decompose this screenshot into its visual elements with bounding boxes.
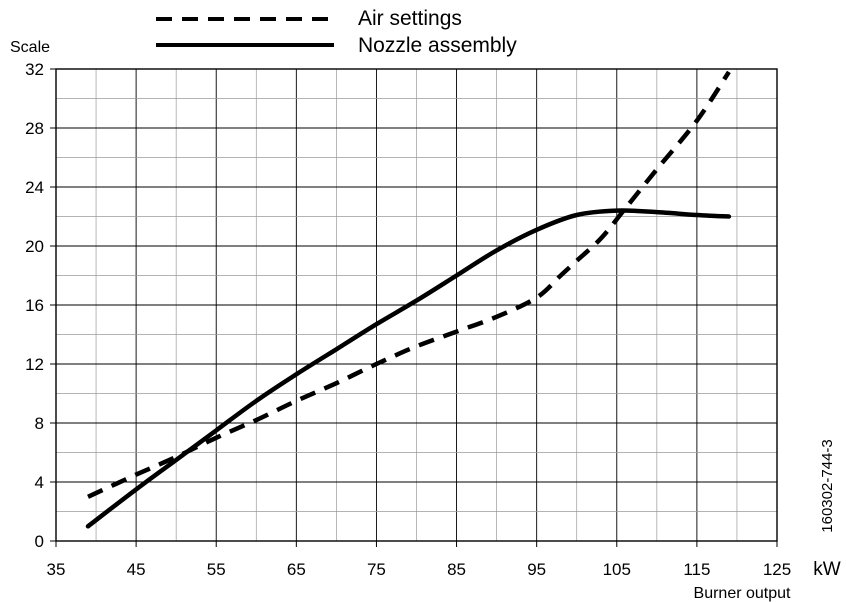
y-tick-label: 32	[25, 60, 44, 79]
y-tick-label: 12	[25, 355, 44, 374]
legend-label-air-settings: Air settings	[358, 7, 462, 30]
y-tick-label: 20	[25, 237, 44, 256]
series-lines	[85, 70, 732, 529]
series-line-nozzle-assembly	[85, 208, 732, 529]
x-tick-label: 55	[207, 560, 226, 579]
figure-id: 160302-744-3	[819, 439, 836, 532]
y-tick-label: 28	[25, 119, 44, 138]
x-axis-label: Burner output	[694, 585, 792, 602]
legend: Air settings Nozzle assembly	[156, 7, 517, 57]
x-tick-label: 75	[367, 560, 386, 579]
x-tick-label: 95	[527, 560, 546, 579]
legend-label-nozzle-assembly: Nozzle assembly	[358, 34, 517, 57]
series-line-air-settings	[87, 70, 731, 499]
x-tick-label: 105	[603, 560, 631, 579]
x-tick-label: 45	[127, 560, 146, 579]
x-tick-label: 115	[683, 560, 710, 579]
tick-labels: 35 45 55 65 75 85 95 105 115 125 0 4 8 12 16 20 24 28 32	[25, 60, 791, 579]
y-tick-label: 4	[35, 473, 44, 492]
x-tick-label: 65	[287, 560, 306, 579]
y-axis-label: Scale	[10, 39, 50, 56]
grid	[50, 68, 778, 547]
y-tick-label: 0	[35, 532, 44, 551]
y-tick-label: 8	[35, 414, 44, 433]
y-tick-label: 16	[25, 296, 44, 315]
x-tick-label: 125	[763, 560, 791, 579]
x-axis-unit: kW	[813, 559, 841, 580]
x-tick-label: 85	[447, 560, 466, 579]
y-tick-label: 24	[25, 178, 44, 197]
x-tick-label: 35	[47, 560, 66, 579]
